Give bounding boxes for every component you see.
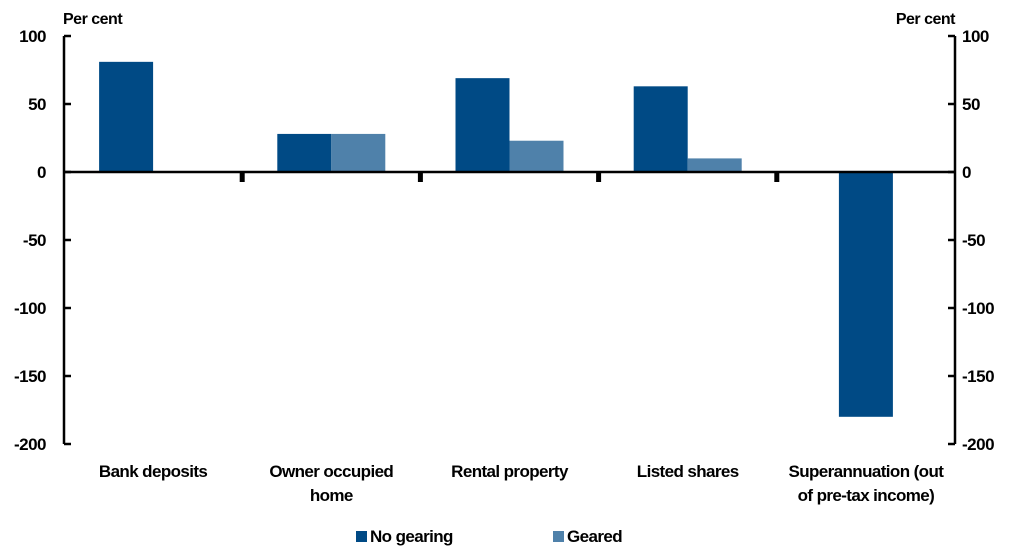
right-y-tick-label: -100 bbox=[962, 299, 994, 318]
right-y-tick-label: 50 bbox=[962, 95, 980, 114]
right-y-tick-label: -150 bbox=[962, 367, 994, 386]
right-y-tick-labels: 100 50 0 -50 -100 -150 -200 bbox=[962, 27, 995, 454]
bar-no-gearing-listed-shares bbox=[633, 86, 688, 172]
left-y-tick-labels: 100 50 0 -50 -100 -150 -200 bbox=[14, 27, 47, 454]
right-y-tick-label: -50 bbox=[962, 231, 985, 250]
legend-label-geared: Geared bbox=[567, 527, 622, 546]
category-label-rental-property: Rental property bbox=[451, 462, 569, 481]
left-y-tick-label: -100 bbox=[14, 299, 46, 318]
category-labels: Bank deposits Owner occupied home Rental pr… bbox=[99, 462, 945, 505]
legend-swatch-geared bbox=[553, 531, 564, 542]
left-y-tick-label: -150 bbox=[14, 367, 46, 386]
left-y-tick-label: 50 bbox=[28, 95, 46, 114]
left-y-tick-label: -50 bbox=[23, 231, 46, 250]
bar-no-gearing-bank-deposits bbox=[99, 61, 154, 173]
legend-swatch-no-gearing bbox=[356, 531, 367, 542]
right-y-tick-label: 100 bbox=[962, 27, 989, 46]
left-y-tick-label: 100 bbox=[19, 27, 46, 46]
category-label-owner-occupied-home: Owner occupied home bbox=[269, 462, 393, 505]
bar-geared-owner-occupied-home bbox=[331, 133, 386, 172]
bars-layer bbox=[99, 61, 893, 417]
bar-no-gearing-superannuation-out-of-pre-tax-income bbox=[838, 172, 893, 417]
right-axis-unit-label: Per cent bbox=[896, 11, 956, 28]
left-y-tick-label: -200 bbox=[14, 435, 46, 454]
legend-label-no-gearing: No gearing bbox=[370, 527, 453, 546]
category-label-superannuation-out-of-pre-tax-income: Superannuation (out of pre-tax income) bbox=[788, 462, 944, 505]
left-axis-unit-label: Per cent bbox=[63, 11, 123, 28]
category-label-bank-deposits: Bank deposits bbox=[99, 462, 208, 481]
left-y-tick-label: 0 bbox=[37, 163, 46, 182]
bar-geared-listed-shares bbox=[687, 158, 742, 172]
bar-geared-rental-property bbox=[509, 140, 564, 172]
category-label-listed-shares: Listed shares bbox=[637, 462, 739, 481]
right-y-tick-label: -200 bbox=[962, 435, 994, 454]
axes-layer bbox=[62, 34, 957, 446]
bar-no-gearing-owner-occupied-home bbox=[277, 133, 332, 172]
bar-no-gearing-rental-property bbox=[455, 78, 510, 172]
right-y-tick-label: 0 bbox=[962, 163, 971, 182]
legend: No gearing Geared bbox=[356, 527, 623, 546]
